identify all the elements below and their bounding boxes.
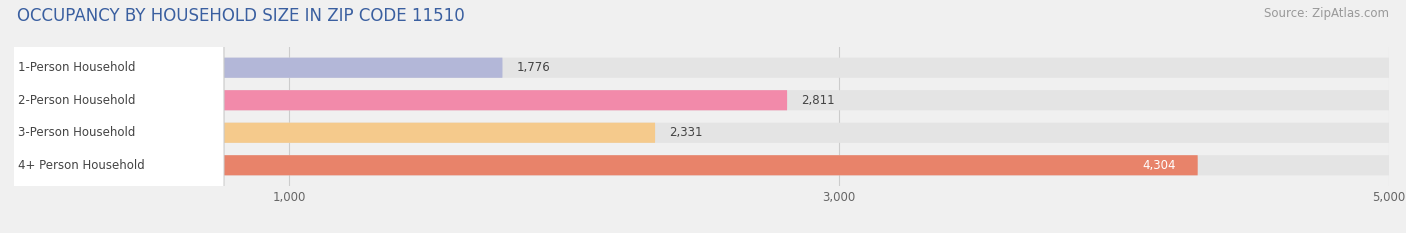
Text: 2,331: 2,331 xyxy=(669,126,703,139)
FancyBboxPatch shape xyxy=(13,0,224,233)
Text: 1-Person Household: 1-Person Household xyxy=(18,61,136,74)
Text: Source: ZipAtlas.com: Source: ZipAtlas.com xyxy=(1264,7,1389,20)
FancyBboxPatch shape xyxy=(13,0,224,233)
FancyBboxPatch shape xyxy=(13,0,224,233)
Text: 1,776: 1,776 xyxy=(516,61,550,74)
FancyBboxPatch shape xyxy=(14,58,502,78)
FancyBboxPatch shape xyxy=(13,0,224,233)
FancyBboxPatch shape xyxy=(14,90,1389,110)
Text: 2-Person Household: 2-Person Household xyxy=(18,94,136,107)
FancyBboxPatch shape xyxy=(14,155,1198,175)
FancyBboxPatch shape xyxy=(14,58,1389,78)
Text: 3-Person Household: 3-Person Household xyxy=(18,126,135,139)
Text: 4+ Person Household: 4+ Person Household xyxy=(18,159,145,172)
Text: 4,304: 4,304 xyxy=(1142,159,1175,172)
Text: OCCUPANCY BY HOUSEHOLD SIZE IN ZIP CODE 11510: OCCUPANCY BY HOUSEHOLD SIZE IN ZIP CODE … xyxy=(17,7,464,25)
FancyBboxPatch shape xyxy=(14,155,1389,175)
FancyBboxPatch shape xyxy=(14,123,655,143)
FancyBboxPatch shape xyxy=(14,123,1389,143)
Text: 2,811: 2,811 xyxy=(801,94,835,107)
FancyBboxPatch shape xyxy=(14,90,787,110)
